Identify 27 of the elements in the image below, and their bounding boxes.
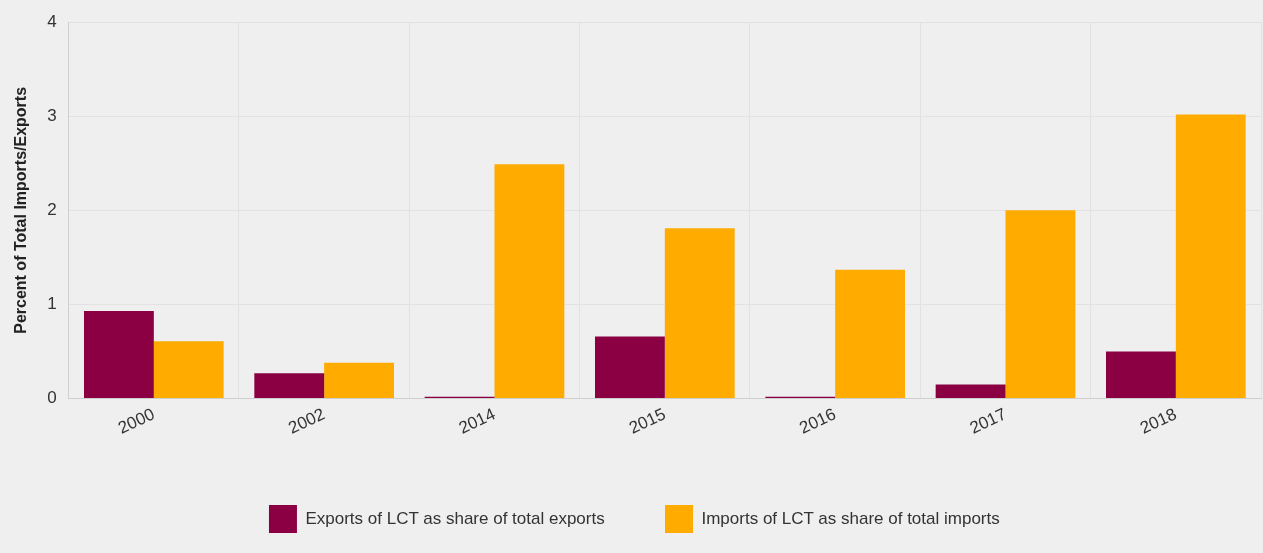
bar — [835, 269, 905, 399]
bar — [324, 362, 394, 399]
bar — [1105, 351, 1176, 399]
bar — [494, 164, 565, 399]
y-tick-label: 3 — [47, 105, 57, 125]
x-tick-label: 2000 — [115, 404, 158, 438]
x-tick-label: 2018 — [1137, 404, 1180, 438]
bar — [664, 228, 735, 399]
legend-label: Exports of LCT as share of total exports — [305, 508, 605, 528]
y-axis-title: Percent of Total Imports/Exports — [12, 86, 30, 334]
y-tick-label: 4 — [47, 11, 57, 31]
y-tick-label: 0 — [47, 388, 57, 408]
legend-label: Imports of LCT as share of total imports — [701, 508, 1000, 528]
x-tick-label: 2015 — [626, 404, 669, 438]
bar — [254, 373, 325, 399]
bar — [594, 336, 665, 399]
x-tick-label: 2017 — [966, 404, 1010, 438]
x-tick-label: 2002 — [285, 404, 328, 438]
bar — [1005, 210, 1076, 399]
bar — [935, 384, 1006, 399]
y-tick-label: 2 — [47, 200, 57, 220]
x-tick-label: 2014 — [455, 404, 499, 438]
y-tick-label: 1 — [47, 294, 57, 314]
x-tick-label: 2016 — [796, 404, 839, 438]
bar — [153, 341, 224, 399]
bar — [1175, 114, 1246, 399]
bar — [83, 311, 154, 399]
